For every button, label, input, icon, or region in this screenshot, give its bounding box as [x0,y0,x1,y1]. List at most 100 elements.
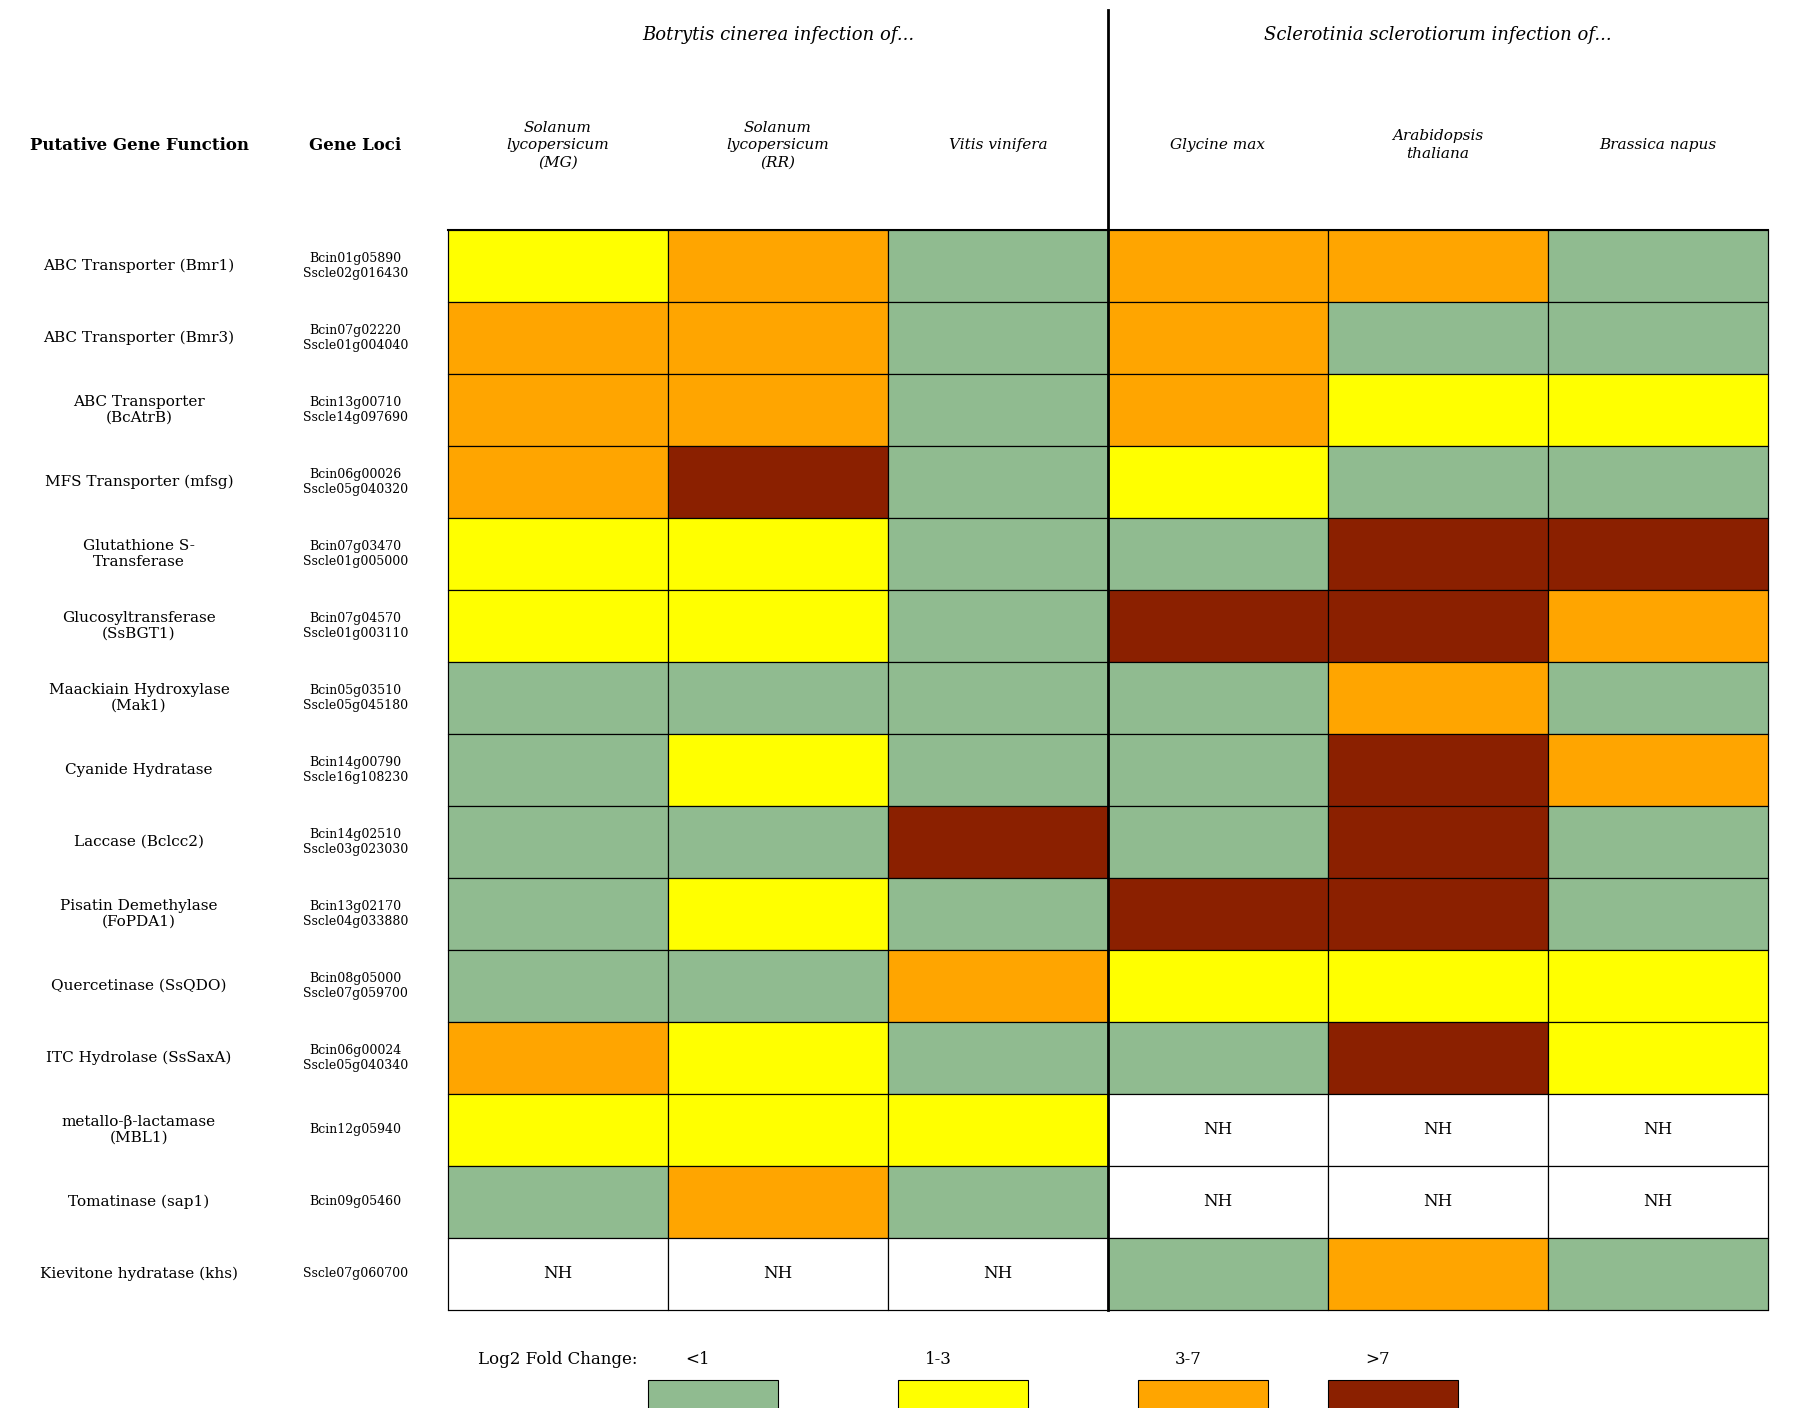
Bar [448,518,668,590]
Bar [1328,301,1548,375]
Bar [1548,662,1768,734]
Text: Bcin07g04570
Sscle01g003110: Bcin07g04570 Sscle01g003110 [302,612,409,641]
Bar [668,230,887,301]
Bar [887,734,1109,805]
Bar [887,590,1109,662]
Bar [1328,1094,1548,1166]
Bar [887,301,1109,375]
Text: NH: NH [1643,1194,1672,1211]
Text: Maackiain Hydroxylase
(Mak1): Maackiain Hydroxylase (Mak1) [49,683,229,712]
Bar [1548,518,1768,590]
Text: Bcin13g00710
Sscle14g097690: Bcin13g00710 Sscle14g097690 [302,396,409,424]
Bar [887,518,1109,590]
Bar [668,301,887,375]
Text: Bcin13g02170
Sscle04g033880: Bcin13g02170 Sscle04g033880 [302,900,409,928]
Bar [1109,590,1328,662]
Bar [668,950,887,1022]
Text: Bcin06g00024
Sscle05g040340: Bcin06g00024 Sscle05g040340 [302,1043,409,1071]
Bar [668,879,887,950]
Text: NH: NH [1424,1194,1453,1211]
Text: MFS Transporter (mfsg): MFS Transporter (mfsg) [45,474,234,489]
Bar [448,879,668,950]
Text: <1: <1 [686,1352,711,1369]
Text: Bcin07g03470
Sscle01g005000: Bcin07g03470 Sscle01g005000 [302,541,409,567]
Bar [448,446,668,518]
Text: Botrytis cinerea infection of...: Botrytis cinerea infection of... [643,25,914,44]
Bar [1548,1094,1768,1166]
Text: 3-7: 3-7 [1175,1352,1201,1369]
Bar [448,230,668,301]
Text: ABC Transporter (Bmr3): ABC Transporter (Bmr3) [43,331,234,345]
Bar [1328,734,1548,805]
Bar [887,230,1109,301]
Bar [448,805,668,879]
Bar [1328,1238,1548,1309]
Bar [898,1380,1028,1408]
Text: Glutathione S-
Transferase: Glutathione S- Transferase [83,539,194,569]
Bar [1328,1022,1548,1094]
Text: ABC Transporter
(BcAtrB): ABC Transporter (BcAtrB) [74,394,205,425]
Text: Laccase (Bclcc2): Laccase (Bclcc2) [74,835,203,849]
Text: Glycine max: Glycine max [1170,138,1265,152]
Bar [1109,375,1328,446]
Text: Pisatin Demethylase
(FoPDA1): Pisatin Demethylase (FoPDA1) [59,898,218,929]
Bar [668,662,887,734]
Bar [448,1022,668,1094]
Bar [668,1166,887,1238]
Text: NH: NH [983,1266,1013,1283]
Bar [448,375,668,446]
Bar [1328,590,1548,662]
Bar [668,375,887,446]
Bar [887,950,1109,1022]
Bar [1328,662,1548,734]
Text: Bcin08g05000
Sscle07g059700: Bcin08g05000 Sscle07g059700 [302,972,409,1000]
Bar [1548,590,1768,662]
Text: Gene Loci: Gene Loci [310,137,401,153]
Text: Bcin07g02220
Sscle01g004040: Bcin07g02220 Sscle01g004040 [302,324,409,352]
Bar [1138,1380,1267,1408]
Text: Bcin05g03510
Sscle05g045180: Bcin05g03510 Sscle05g045180 [302,684,409,712]
Bar [448,1166,668,1238]
Bar [887,375,1109,446]
Bar [887,446,1109,518]
Bar [1109,805,1328,879]
Bar [668,518,887,590]
Bar [668,1238,887,1309]
Text: NH: NH [544,1266,572,1283]
Text: NH: NH [1643,1122,1672,1139]
Text: NH: NH [763,1266,792,1283]
Text: Arabidopsis
thaliana: Arabidopsis thaliana [1393,130,1483,161]
Bar [1109,230,1328,301]
Text: Kievitone hydratase (khs): Kievitone hydratase (khs) [40,1267,238,1281]
Bar [1548,230,1768,301]
Text: Bcin14g02510
Sscle03g023030: Bcin14g02510 Sscle03g023030 [302,828,409,856]
Text: Solanum
lycopersicum
(RR): Solanum lycopersicum (RR) [727,121,830,169]
Text: Vitis vinifera: Vitis vinifera [949,138,1048,152]
Bar [1548,1022,1768,1094]
Text: Glucosyltransferase
(SsBGT1): Glucosyltransferase (SsBGT1) [63,611,216,641]
Bar [1109,1166,1328,1238]
Bar [1109,950,1328,1022]
Text: Tomatinase (sap1): Tomatinase (sap1) [68,1195,209,1209]
Bar [1328,950,1548,1022]
Bar [1109,518,1328,590]
Bar [1109,446,1328,518]
Text: ITC Hydrolase (SsSaxA): ITC Hydrolase (SsSaxA) [47,1050,232,1066]
Bar [448,1238,668,1309]
Bar [1109,662,1328,734]
Text: NH: NH [1204,1122,1233,1139]
Text: Quercetinase (SsQDO): Quercetinase (SsQDO) [50,979,227,993]
Text: NH: NH [1204,1194,1233,1211]
Text: Sscle07g060700: Sscle07g060700 [302,1267,409,1280]
Bar [668,590,887,662]
Bar [448,1094,668,1166]
Bar [1109,1022,1328,1094]
Bar [1109,734,1328,805]
Bar [1548,950,1768,1022]
Bar [448,734,668,805]
Bar [668,1022,887,1094]
Bar [1328,879,1548,950]
Text: Cyanide Hydratase: Cyanide Hydratase [65,763,212,777]
Text: Brassica napus: Brassica napus [1600,138,1717,152]
Bar [648,1380,778,1408]
